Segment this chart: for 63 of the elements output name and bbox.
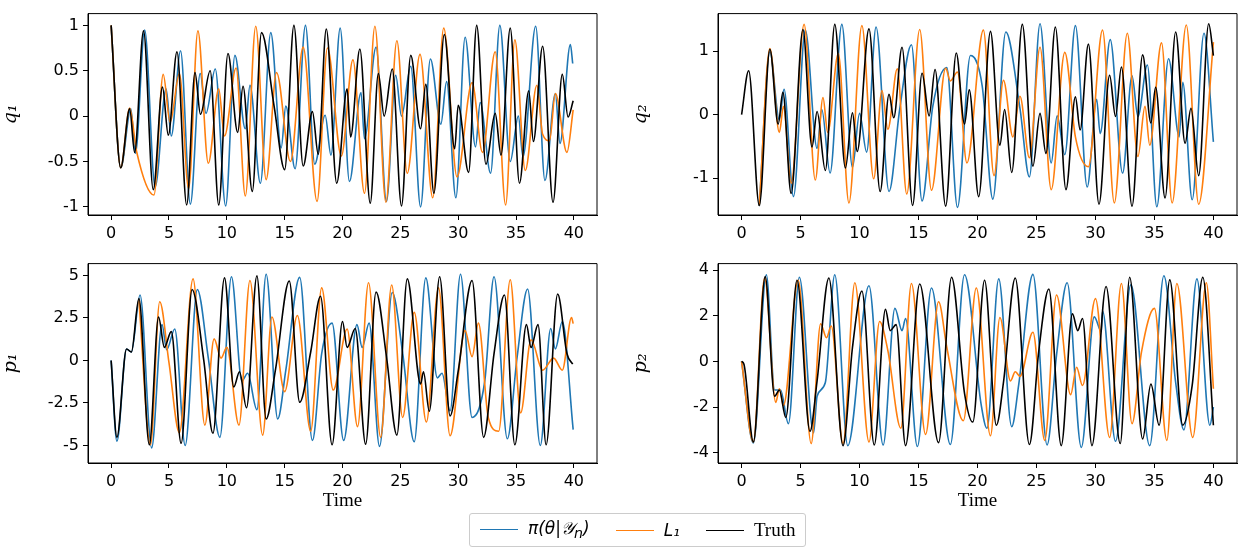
x-tick-label: 5 <box>795 470 806 490</box>
y-axis-title: p₂ <box>628 353 651 374</box>
x-tick-label: 25 <box>1026 222 1047 242</box>
x-tick-label: 35 <box>505 470 527 490</box>
x-tick-label: 10 <box>216 222 237 242</box>
y-tick-label: -1 <box>63 195 79 215</box>
y-tick-label: 1 <box>698 40 709 60</box>
y-tick-label: -0.5 <box>47 150 79 170</box>
y-tick-label: -5 <box>63 434 79 454</box>
x-tick-label: 5 <box>163 470 175 490</box>
y-axis-title: q₁ <box>0 104 21 125</box>
y-tick-label: 0.5 <box>53 59 79 79</box>
legend-label: Truth <box>753 519 796 541</box>
x-tick-label: 20 <box>332 470 353 490</box>
x-tick-label: 15 <box>274 470 295 490</box>
y-tick-label: 4 <box>698 259 709 279</box>
y-axis-title: q₂ <box>628 104 651 125</box>
y-tick-label: -2 <box>693 396 709 416</box>
x-tick-label: 5 <box>795 222 806 242</box>
x-tick-label: 10 <box>849 222 870 242</box>
x-tick-label: 40 <box>563 470 585 490</box>
y-tick-label: 0 <box>68 349 79 369</box>
x-tick-label: 10 <box>849 470 870 490</box>
x-tick-label: 20 <box>967 222 988 242</box>
x-tick-label: 35 <box>1144 222 1165 242</box>
legend-label: L₁ <box>663 520 680 540</box>
x-tick-label: 10 <box>216 470 237 490</box>
x-tick-label: 40 <box>563 222 585 242</box>
y-tick-label: 1 <box>68 14 79 34</box>
x-tick-label: 0 <box>106 222 117 242</box>
x-tick-label: 25 <box>390 222 411 242</box>
y-tick-label: 2 <box>698 304 709 324</box>
x-tick-label: 20 <box>967 470 988 490</box>
x-tick-label: 40 <box>1203 470 1224 490</box>
x-tick-label: 30 <box>1085 470 1106 490</box>
x-tick-label: 5 <box>163 222 175 242</box>
y-tick-label: 0 <box>68 105 79 125</box>
y-tick-label: -4 <box>693 442 709 462</box>
y-tick-label: -1 <box>693 167 709 187</box>
x-tick-label: 15 <box>908 222 929 242</box>
x-tick-label: 0 <box>106 470 117 490</box>
x-tick-label: 30 <box>448 222 469 242</box>
y-tick-label: 2.5 <box>53 307 79 327</box>
x-tick-label: 25 <box>1026 470 1047 490</box>
x-tick-label: 0 <box>736 470 747 490</box>
x-tick-label: 20 <box>332 222 353 242</box>
x-tick-label: 40 <box>1203 222 1224 242</box>
x-tick-label: 30 <box>448 470 469 490</box>
x-tick-label: 15 <box>908 470 929 490</box>
y-axis-title: p₁ <box>0 353 21 374</box>
x-axis-title: Time <box>322 488 363 510</box>
y-tick-label: 0 <box>698 103 709 123</box>
x-tick-label: 0 <box>736 222 747 242</box>
x-tick-label: 15 <box>274 222 295 242</box>
x-tick-label: 35 <box>1144 470 1165 490</box>
x-tick-label: 30 <box>1085 222 1106 242</box>
legend-label: π(θ|𝒴$_{n}$) <box>528 518 590 542</box>
y-tick-label: 0 <box>698 350 709 370</box>
x-tick-label: 25 <box>390 470 411 490</box>
x-tick-label: 35 <box>505 222 527 242</box>
y-tick-label: 5 <box>68 264 79 284</box>
x-axis-title: Time <box>957 488 998 510</box>
y-tick-label: -2.5 <box>47 392 79 412</box>
